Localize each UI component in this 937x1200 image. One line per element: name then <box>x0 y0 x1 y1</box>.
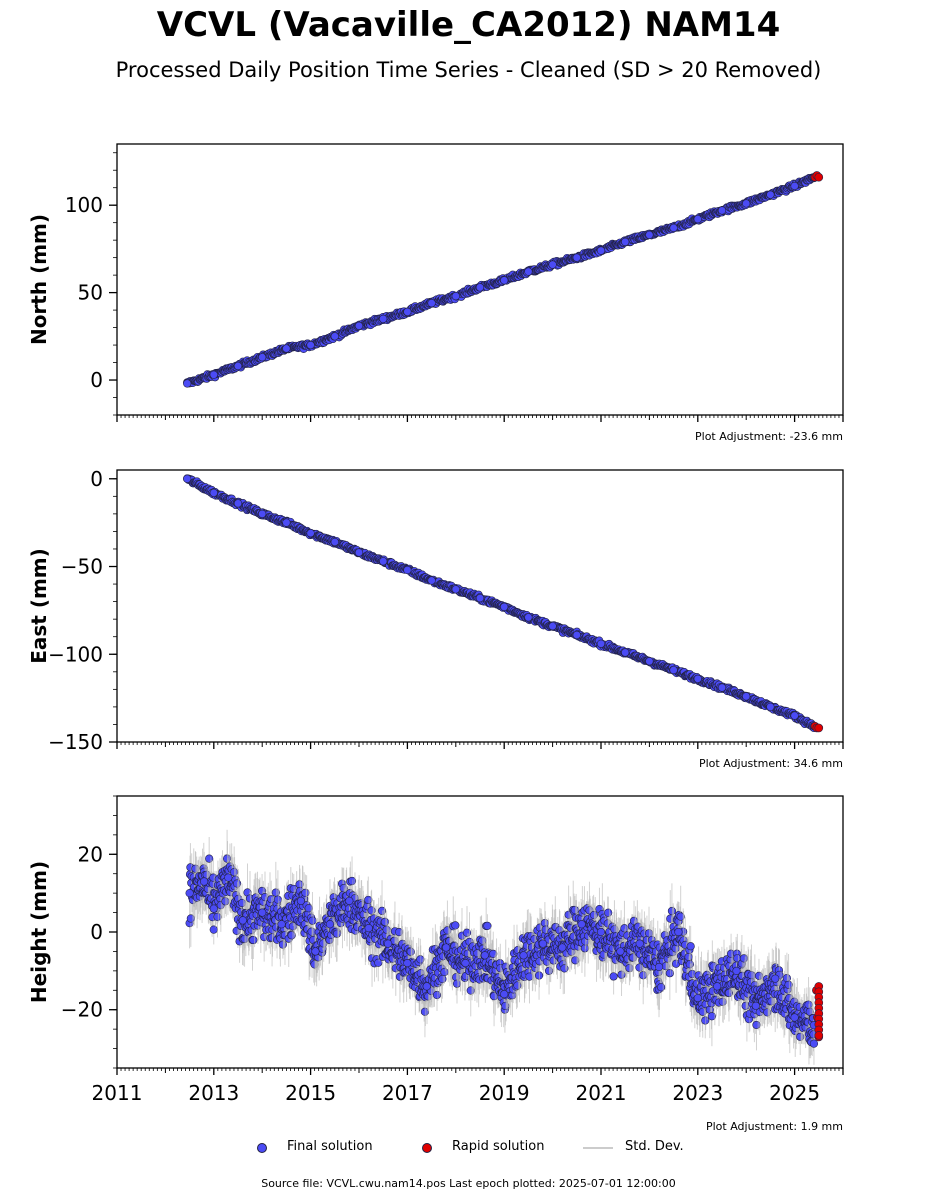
final-solution-point <box>717 683 727 692</box>
plot-adjustment-note: Plot Adjustment: 34.6 mm <box>699 757 843 770</box>
final-solution-point <box>790 181 799 191</box>
final-solution-point <box>379 314 388 323</box>
final-solution-point <box>645 230 654 240</box>
final-solution-point <box>572 253 581 262</box>
plot-adjustment-note: Plot Adjustment: -23.6 mm <box>695 430 843 443</box>
y-tick-label: 0 <box>90 368 103 392</box>
final-solution-point <box>548 622 557 631</box>
final-solution-point <box>656 983 666 992</box>
final-solution-point <box>693 674 702 683</box>
chart-title: VCVL (Vacaville_CA2012) NAM14 <box>156 5 781 45</box>
final-solution-point <box>258 509 267 518</box>
final-solution-point <box>483 921 492 930</box>
final-solution-point <box>548 260 557 269</box>
final-solution-point <box>596 246 606 255</box>
final-solution-point <box>306 529 315 538</box>
y-tick-label: 0 <box>90 467 103 491</box>
final-solution-point <box>282 518 291 527</box>
final-solution-point <box>308 916 317 925</box>
final-solution-point <box>742 199 751 208</box>
axes-frame <box>116 469 844 743</box>
final-solution-point <box>379 557 388 566</box>
final-solution-point <box>332 929 342 938</box>
final-solution-point <box>766 702 775 712</box>
final-solution-point <box>282 344 291 353</box>
final-solution-point <box>524 613 533 622</box>
final-solution-point <box>451 292 460 301</box>
y-tick-label: −100 <box>48 642 103 666</box>
y-tick-label: −150 <box>48 730 103 754</box>
y-axis-label: North (mm) <box>27 214 51 345</box>
final-solution-point <box>301 888 310 897</box>
final-solution-point <box>249 935 258 945</box>
final-solution-point <box>427 299 436 308</box>
final-solution-point <box>717 206 727 215</box>
y-tick-label: 100 <box>65 193 103 217</box>
final-solution-point <box>183 379 192 388</box>
final-solution-point <box>209 488 218 497</box>
final-solution-point <box>475 283 485 292</box>
chart-subtitle: Processed Daily Position Time Series - C… <box>115 58 822 82</box>
final-solution-point <box>330 537 339 547</box>
final-solution-point <box>183 474 192 483</box>
final-solution-point <box>739 954 749 963</box>
final-solution-point <box>306 340 315 350</box>
final-solution-point <box>621 648 630 657</box>
final-solution-point <box>500 276 509 285</box>
final-solution-point <box>451 585 460 594</box>
final-solution-point <box>572 630 581 640</box>
final-solution-point <box>438 974 447 984</box>
rapid-solution-point <box>814 723 824 733</box>
final-solution-point <box>742 692 751 701</box>
final-solution-point <box>790 711 799 720</box>
final-solution-point <box>766 190 775 199</box>
final-solution-point <box>233 361 243 371</box>
final-solution-point <box>209 925 218 934</box>
final-solution-point <box>440 967 449 977</box>
final-solution-point <box>693 215 702 224</box>
y-axis-label: East (mm) <box>27 548 51 664</box>
y-tick-label: −50 <box>61 555 103 579</box>
final-solution-point <box>258 353 267 362</box>
final-solution-point <box>403 565 412 575</box>
final-solution-point <box>686 942 695 951</box>
final-solution-point <box>354 321 364 330</box>
final-solution-point <box>354 548 364 557</box>
final-solution-point <box>596 639 606 648</box>
final-solution-point <box>645 657 654 666</box>
rapid-solution-point <box>814 172 824 182</box>
y-tick-label: 50 <box>78 281 103 305</box>
final-solution-point <box>500 602 509 611</box>
final-solution-point <box>609 972 618 981</box>
final-solution-point <box>524 267 533 276</box>
final-solution-point <box>451 921 460 930</box>
final-solution-point <box>427 576 436 585</box>
final-solution-point <box>621 237 630 247</box>
final-solution-point <box>403 307 412 316</box>
final-solution-point <box>273 895 283 904</box>
final-solution-point <box>209 370 218 379</box>
final-solution-point <box>669 223 678 233</box>
final-solution-point <box>330 332 339 341</box>
final-solution-point <box>669 665 678 675</box>
final-solution-point <box>475 594 485 603</box>
final-solution-point <box>233 499 243 508</box>
